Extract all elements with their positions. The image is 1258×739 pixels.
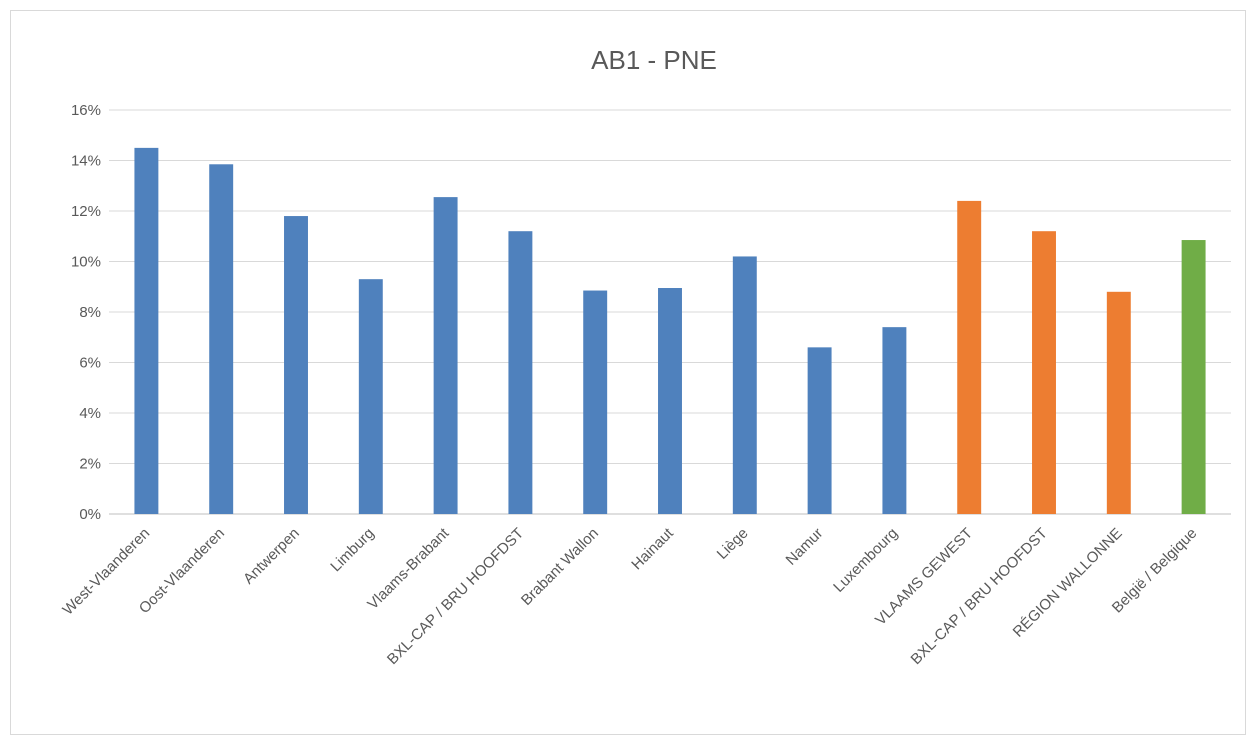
bar (134, 147, 159, 514)
bars (134, 147, 1206, 515)
bar (358, 279, 383, 514)
y-tick-label: 0% (79, 506, 101, 523)
bar (807, 347, 832, 514)
y-tick-label: 4% (79, 405, 101, 422)
bar (1032, 231, 1056, 514)
x-category-label: Luxembourg (830, 525, 901, 596)
x-category-label: Brabant Wallon (518, 525, 602, 609)
bar (433, 197, 458, 515)
x-category-label: Namur (783, 525, 827, 569)
y-tick-label: 12% (71, 203, 101, 220)
bar (508, 231, 533, 514)
y-tick-label: 8% (79, 304, 101, 321)
bar (732, 256, 757, 514)
bar (1106, 291, 1131, 514)
x-category-label: Limburg (327, 525, 377, 575)
bar (1181, 240, 1206, 514)
chart-frame: AB1 - PNE 0% 2% 4% 6% 8% 10% 12% 14% 16% West-Vl… (10, 10, 1246, 735)
x-category-label: Antwerpen (240, 525, 303, 588)
y-tick-label: 10% (71, 254, 101, 271)
bar (209, 164, 234, 514)
y-tick-label: 16% (71, 102, 101, 119)
y-tick-label: 2% (79, 456, 101, 473)
x-category-label: BXL-CAP / BRU HOOFDST (384, 525, 527, 668)
bar (658, 288, 682, 514)
bar (583, 290, 608, 514)
y-axis-ticks: 0% 2% 4% 6% 8% 10% 12% 14% 16% (71, 102, 101, 523)
bar-chart: AB1 - PNE 0% 2% 4% 6% 8% 10% 12% 14% 16% West-Vl… (59, 45, 1231, 668)
x-category-label: Liège (714, 525, 752, 563)
y-tick-label: 6% (79, 355, 101, 372)
bar (284, 216, 308, 515)
x-category-label: BXL-CAP / BRU HOOFDST (908, 525, 1051, 668)
bar (957, 200, 982, 514)
x-category-label: Hainaut (628, 524, 677, 573)
y-tick-label: 14% (71, 153, 101, 170)
chart-title: AB1 - PNE (591, 45, 717, 75)
bar (882, 327, 907, 514)
